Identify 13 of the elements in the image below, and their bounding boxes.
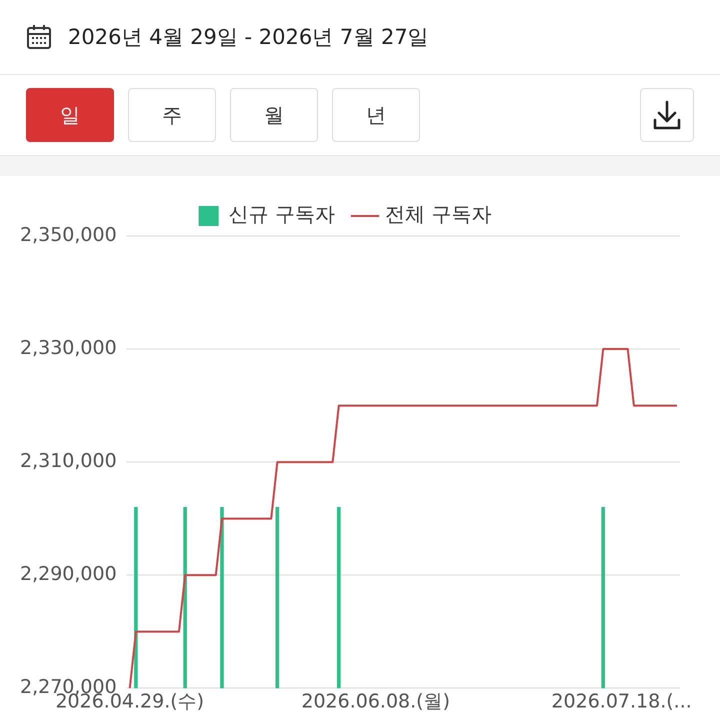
text: 주 [128,88,216,142]
y-tick-label: 2,310,000 [20,450,117,472]
text: 일 [26,88,114,142]
text: 월 [230,88,318,142]
y-tick-label: 2,290,000 [20,563,117,586]
y-tick-label: 2,350,000 [20,224,117,246]
chart-title: 2026년 4월 29일 - 2026년 7월 27일 [68,24,429,51]
legend-label: 전체 구독자 [385,202,492,226]
text: 년 [332,88,420,142]
legend-label: 신규 구독자 [228,202,335,226]
y-tick-label: 2,330,000 [20,336,117,359]
x-tick-label: 2026.06.08.(월) [301,690,450,713]
x-tick-label: 2026.07.18.(... [551,690,692,713]
